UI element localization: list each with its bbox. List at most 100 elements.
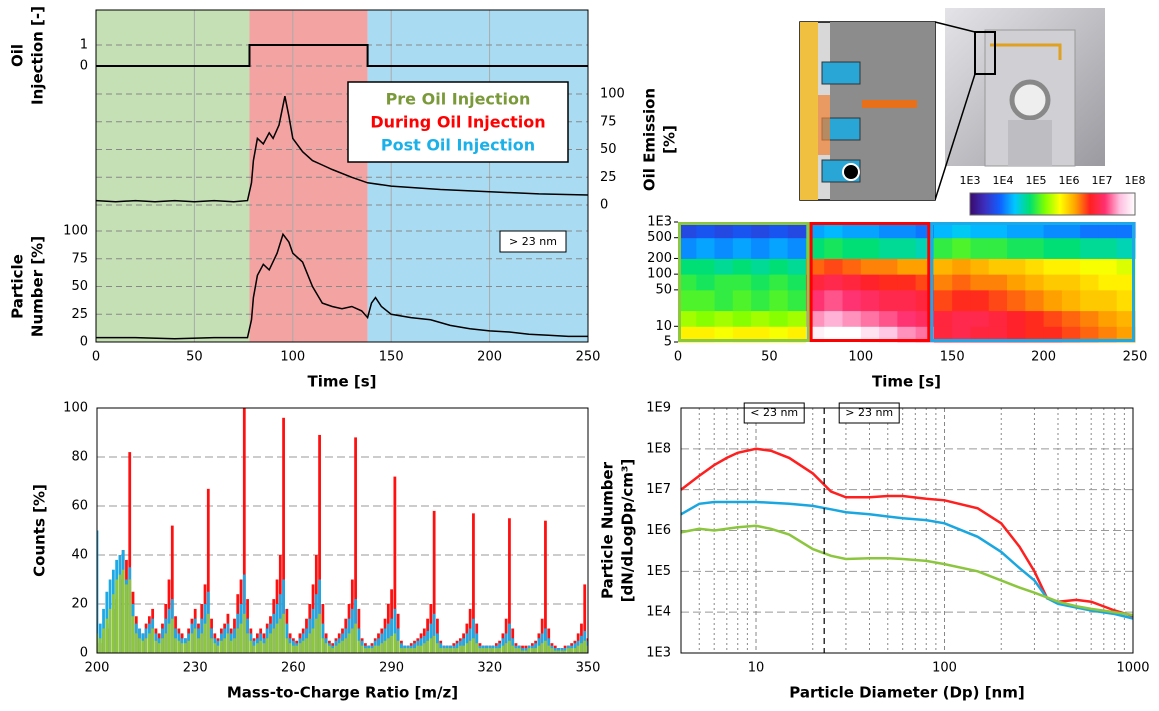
axis-title: Particle Number	[599, 461, 617, 599]
bar	[324, 643, 328, 653]
data-line	[680, 447, 1134, 618]
data-line	[680, 524, 1134, 617]
legend-box	[347, 81, 569, 163]
x-tick-label: 150	[379, 350, 404, 365]
heatmap-cell	[970, 274, 990, 291]
bar	[488, 648, 492, 653]
bar	[396, 640, 400, 653]
bar	[161, 638, 164, 653]
bar	[170, 618, 174, 653]
heatmap-cell	[732, 326, 752, 343]
heatmap-cell	[1043, 258, 1063, 275]
bar	[147, 633, 151, 653]
heatmap-cell	[678, 237, 697, 259]
bar	[187, 640, 191, 653]
x-tick-label: 100	[848, 350, 873, 365]
heatmap-cell	[696, 222, 716, 239]
bar	[560, 650, 564, 653]
bar	[452, 648, 456, 653]
bar	[406, 648, 410, 653]
heatmap-cell	[1025, 274, 1045, 291]
bar	[475, 643, 479, 653]
data-line	[96, 232, 588, 340]
heatmap-cell	[714, 237, 734, 259]
bar	[285, 638, 289, 653]
region-border	[678, 222, 810, 342]
heatmap-cell	[787, 274, 807, 291]
heatmap-cell	[1025, 310, 1045, 327]
y-tick-label: 1E9	[646, 401, 671, 416]
bar	[272, 628, 276, 653]
y-tick-label: 1E4	[646, 605, 671, 620]
bar	[445, 648, 449, 653]
heatmap-cell	[732, 274, 752, 291]
heatmap-cell	[696, 289, 716, 312]
heatmap-cell	[1007, 222, 1026, 239]
bar	[527, 648, 531, 653]
bar	[295, 645, 299, 653]
heatmap-cell	[751, 258, 770, 275]
heatmap-cell	[751, 237, 770, 259]
bar	[357, 640, 361, 653]
x-tick-label: 250	[1123, 350, 1148, 365]
heatmap-cell	[933, 237, 953, 259]
heatmap-cell	[824, 326, 844, 343]
x-tick-label: 150	[940, 350, 965, 365]
bar	[419, 645, 423, 653]
heatmap-cell	[1043, 326, 1063, 343]
y-tick-label: 1E8	[646, 441, 671, 456]
heatmap-cell	[970, 222, 990, 239]
bar	[383, 640, 387, 653]
bar	[249, 640, 253, 653]
heatmap-cell	[1116, 326, 1136, 343]
heatmap-cell	[1007, 237, 1026, 259]
heatmap-cell	[879, 237, 898, 259]
legend-label: During Oil Injection	[370, 113, 545, 132]
heatmap-cell	[970, 258, 990, 275]
bar	[544, 520, 547, 653]
bar	[236, 628, 240, 653]
bar	[393, 633, 397, 653]
liner	[800, 22, 818, 200]
heatmap-cell	[696, 237, 716, 259]
heatmap-cell	[952, 289, 971, 312]
heatmap-cell	[696, 310, 716, 327]
y-tick-label: 100	[647, 267, 672, 282]
heatmap-cell	[678, 326, 697, 343]
bar	[301, 640, 305, 653]
heatmap-cell	[1080, 274, 1099, 291]
bar	[563, 650, 567, 653]
bar	[331, 648, 335, 653]
bar	[341, 640, 344, 653]
bar	[216, 645, 220, 653]
bar	[432, 635, 436, 653]
bar	[472, 638, 475, 653]
x-tick-label: 230	[183, 661, 208, 676]
plot-frame	[95, 9, 589, 343]
bar	[530, 648, 534, 653]
heatmap-cell	[988, 258, 1008, 275]
bar	[167, 623, 171, 653]
bar	[468, 640, 472, 653]
heatmap-cell	[933, 258, 953, 275]
bar	[197, 638, 200, 653]
bar	[298, 643, 302, 653]
x-axis-title: Time [s]	[872, 373, 941, 391]
heatmap-cell	[897, 326, 917, 343]
piston-pin	[1009, 79, 1051, 121]
heatmap-cell	[988, 326, 1008, 343]
data-line	[96, 44, 588, 67]
heatmap-cell	[1116, 222, 1136, 239]
bar	[105, 618, 109, 653]
bar	[508, 623, 511, 653]
bar	[442, 648, 446, 653]
legend-label: Post Oil Injection	[381, 136, 535, 155]
ring	[821, 61, 861, 85]
heatmap-cell	[842, 326, 862, 343]
colorbar	[969, 192, 1136, 216]
axis-title: Particle	[9, 254, 27, 319]
heatmap-cell	[1043, 289, 1063, 312]
y-tick-label: 100	[63, 224, 88, 239]
heatmap-cell	[1043, 237, 1063, 259]
